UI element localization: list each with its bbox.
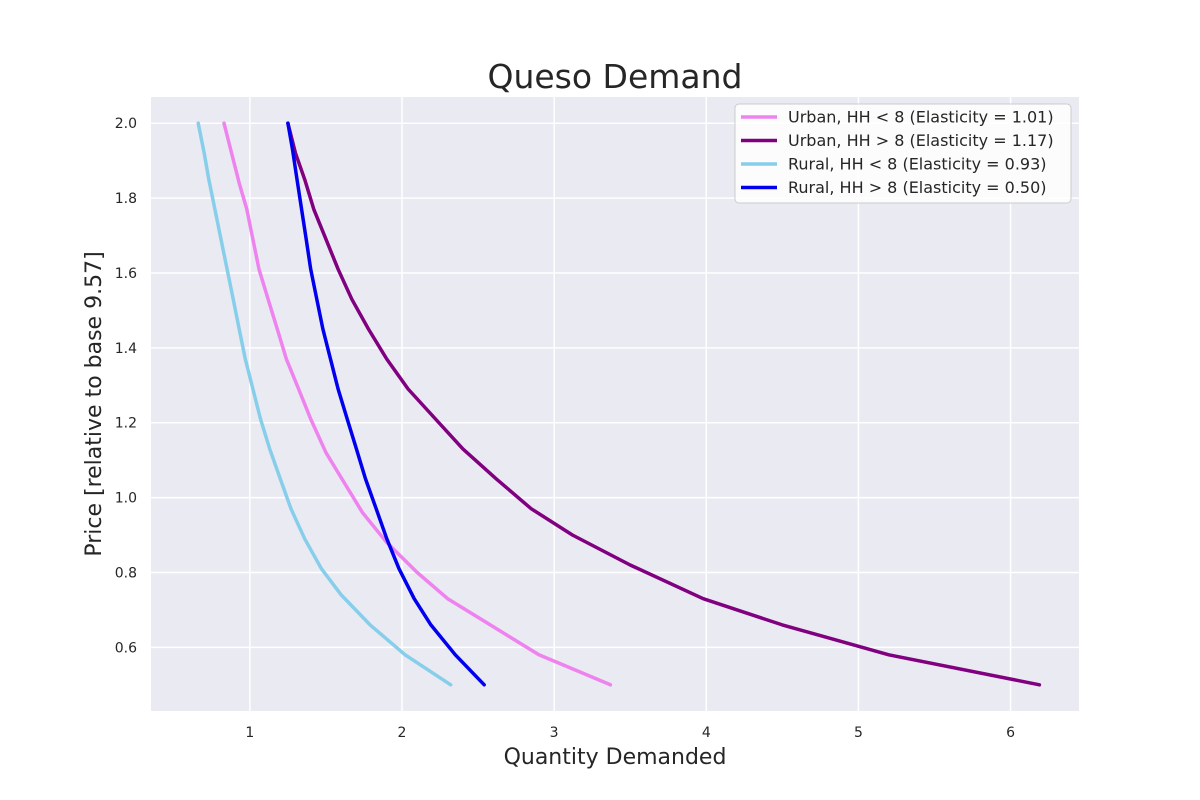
legend-label-3: Rural, HH < 8 (Elasticity = 0.93) (788, 155, 1047, 174)
series-line-4 (286, 121, 486, 687)
x-tick-label: 4 (702, 725, 711, 741)
x-tick-label: 5 (854, 725, 863, 741)
x-tick-label: 2 (398, 725, 407, 741)
series-lines (196, 121, 1042, 687)
y-tick-label: 2.0 (115, 116, 137, 132)
y-tick-label: 0.6 (115, 640, 137, 656)
y-tick-label: 0.8 (115, 565, 137, 581)
tick-labels: 1 2 3 4 5 6 0.6 0.8 1.0 1.2 1.4 1.6 1.8 2.0 (115, 116, 1015, 741)
x-tick-label: 1 (245, 725, 254, 741)
legend: Urban, HH < 8 (Elasticity = 1.01) Urban, … (734, 103, 1072, 204)
y-tick-label: 1.8 (115, 191, 137, 207)
y-tick-label: 1.0 (115, 491, 137, 507)
x-tick-label: 6 (1006, 725, 1015, 741)
series-line-3 (196, 121, 453, 687)
y-tick-label: 1.4 (115, 341, 137, 357)
legend-label-1: Urban, HH < 8 (Elasticity = 1.01) (788, 108, 1054, 127)
x-axis-title: Quantity Demanded (504, 745, 727, 770)
legend-label-2: Urban, HH > 8 (Elasticity = 1.17) (788, 131, 1054, 150)
y-tick-label: 1.2 (115, 416, 137, 432)
chart-title: Queso Demand (487, 57, 742, 96)
y-tick-label: 1.6 (115, 266, 137, 282)
x-tick-label: 3 (550, 725, 559, 741)
legend-label-4: Rural, HH > 8 (Elasticity = 0.50) (788, 178, 1047, 197)
legend-box (734, 103, 1072, 204)
series-line-1 (222, 121, 613, 687)
y-axis-title: Price [relative to base 9.57] (82, 251, 107, 556)
series-line-2 (286, 121, 1042, 687)
